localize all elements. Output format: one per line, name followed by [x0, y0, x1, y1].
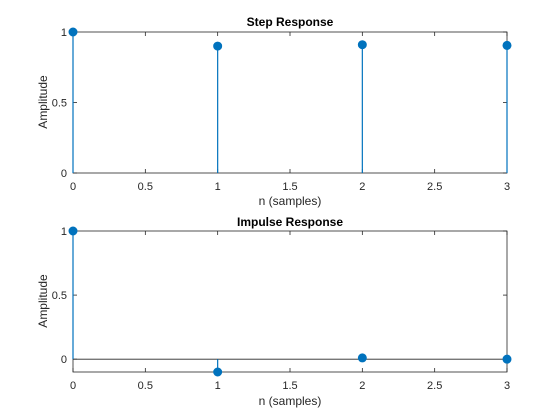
xtick-label: 1 — [215, 380, 221, 392]
ytick-label: 0 — [61, 354, 67, 366]
xtick-label: 2.5 — [427, 181, 442, 193]
ytick-label: 0.5 — [52, 98, 67, 110]
step-response-xlabel: n (samples) — [259, 194, 322, 208]
stem-marker — [69, 28, 77, 36]
xtick-label: 3 — [504, 181, 510, 193]
xtick-label: 3 — [504, 380, 510, 392]
stem-marker — [214, 42, 222, 50]
impulse-response-title: Impulse Response — [237, 215, 343, 229]
ytick-label: 0.5 — [52, 290, 67, 302]
xtick-label: 0 — [70, 181, 76, 193]
xtick-label: 1.5 — [282, 380, 297, 392]
stem-marker — [503, 355, 511, 363]
impulse-response-xlabel: n (samples) — [259, 394, 322, 408]
xtick-label: 0.5 — [138, 181, 153, 193]
xtick-label: 0 — [70, 380, 76, 392]
step-response-ylabel: Amplitude — [36, 75, 50, 129]
xtick-label: 2 — [359, 380, 365, 392]
xtick-label: 1.5 — [282, 181, 297, 193]
xtick-label: 1 — [215, 181, 221, 193]
xtick-label: 0.5 — [138, 380, 153, 392]
stem-marker — [69, 227, 77, 235]
ytick-label: 0 — [61, 168, 67, 180]
step-response-title: Step Response — [247, 15, 334, 29]
ytick-label: 1 — [61, 27, 67, 39]
stem-marker — [503, 41, 511, 49]
stem-marker — [214, 368, 222, 376]
impulse-response-ylabel: Amplitude — [36, 274, 50, 328]
xtick-label: 2 — [359, 181, 365, 193]
xtick-label: 2.5 — [427, 380, 442, 392]
stem-marker — [358, 41, 366, 49]
stem-marker — [358, 354, 366, 362]
ytick-label: 1 — [61, 226, 67, 238]
